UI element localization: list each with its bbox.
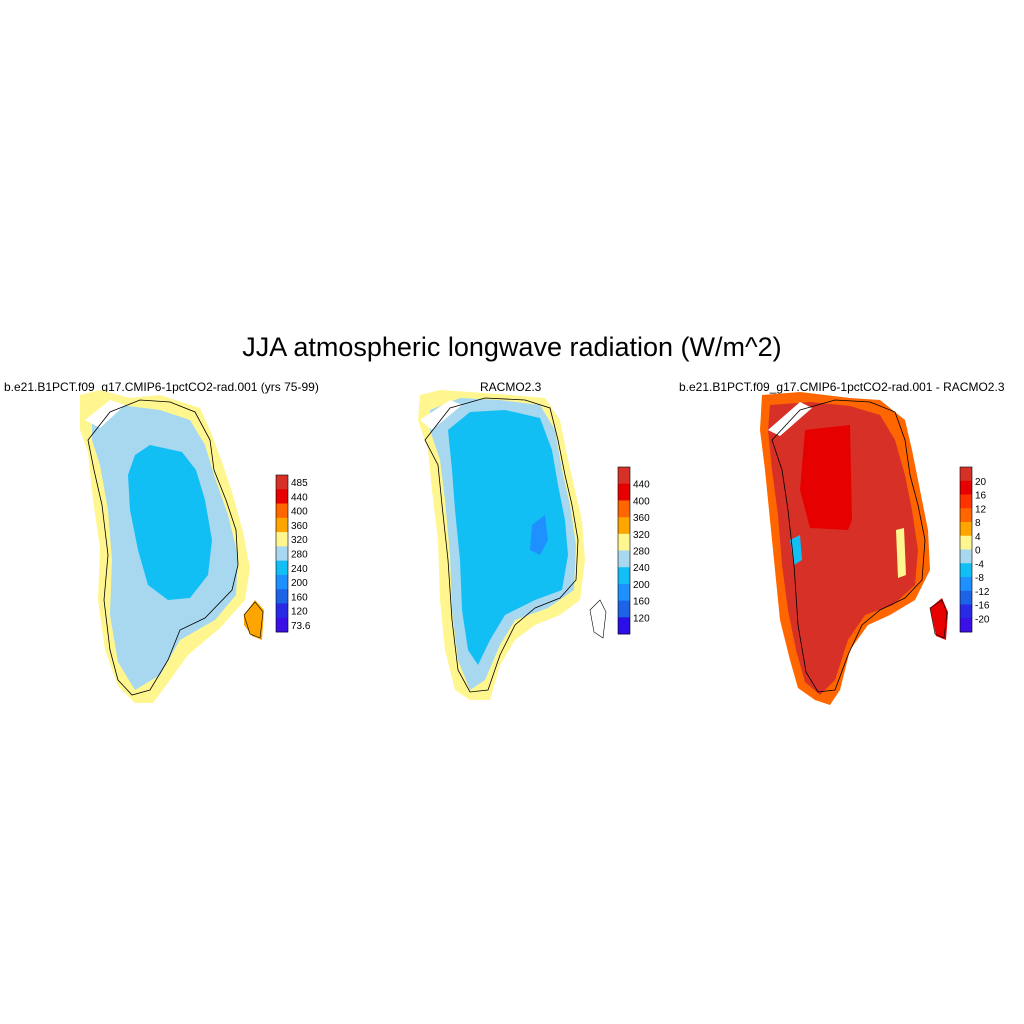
colorbar-swatch — [276, 589, 288, 604]
colorbar-swatch — [618, 600, 630, 618]
colorbar-swatch — [960, 535, 972, 550]
colorbar-swatch — [276, 560, 288, 576]
colorbar-tick-label: 20 — [975, 477, 987, 488]
colorbar-tick-label: 280 — [633, 547, 650, 558]
colorbar-tick-label: 200 — [291, 578, 308, 589]
island-iceland — [930, 598, 948, 640]
colorbar-swatch — [618, 617, 630, 635]
colorbar-tick-label: 4 — [975, 532, 981, 543]
difference-core — [800, 425, 852, 530]
colorbar-swatch — [960, 549, 972, 564]
greenland-map-racmo — [418, 390, 607, 700]
colorbar-tick-label: -12 — [975, 587, 990, 598]
panel-title-racmo: RACMO2.3 — [480, 380, 542, 394]
colorbar-swatch — [960, 467, 972, 482]
colorbar-tick-label: 485 — [291, 478, 308, 489]
colorbar-swatch — [618, 583, 630, 601]
colorbar-tick-label: -20 — [975, 614, 990, 625]
colorbar-tick-label: 280 — [291, 550, 308, 561]
colorbar-swatch — [618, 483, 630, 501]
greenland-map-model — [80, 390, 264, 703]
colorbar-tick-label: 240 — [633, 563, 650, 574]
colorbar-frame — [617, 466, 631, 635]
colorbar-swatch — [276, 603, 288, 619]
island-coast — [929, 599, 948, 639]
colorbar-swatch — [276, 574, 288, 590]
positive-edge-yellow — [896, 528, 906, 578]
ice-sheet-interior — [448, 410, 568, 665]
coastline — [771, 399, 926, 693]
colorbar-swatch — [276, 503, 288, 519]
white-gap — [85, 400, 125, 428]
colorbar-frame — [959, 466, 973, 633]
colorbar-tick-label: 400 — [291, 507, 308, 518]
colorbar-tick-label: 16 — [975, 491, 987, 502]
colorbar-tick-label: 160 — [633, 597, 650, 608]
colorbar-tick-label: 8 — [975, 518, 981, 529]
colorbar-swatch — [960, 604, 972, 619]
figure-title: JJA atmospheric longwave radiation (W/m^… — [242, 332, 782, 362]
colorbar-tick-label: 73.6 — [291, 621, 311, 632]
colorbar-swatch — [960, 590, 972, 605]
colorbar-tick-label: 360 — [633, 513, 650, 524]
island-iceland — [244, 600, 264, 640]
colorbar-tick-label: 320 — [633, 530, 650, 541]
colorbar-swatch — [276, 517, 288, 533]
ice-sheet-interior — [128, 445, 212, 600]
colorbar-tick-label: 120 — [633, 613, 650, 624]
colorbar-tick-label: 360 — [291, 521, 308, 532]
colorbar-swatch — [618, 550, 630, 568]
colorbar-swatch — [618, 467, 630, 485]
colorbar-tick-label: 120 — [291, 607, 308, 618]
colorbar-swatch — [960, 577, 972, 592]
colorbar-tick-label: 240 — [291, 564, 308, 575]
colorbar-swatch — [960, 494, 972, 509]
white-gap — [768, 402, 812, 436]
colorbar-tick-label: -8 — [975, 573, 984, 584]
coastline — [87, 399, 239, 696]
greenland-map-difference — [760, 392, 948, 705]
colorbar-tick-label: 0 — [975, 546, 981, 557]
colorbar-frame — [275, 474, 289, 633]
colorbar-swatch — [960, 480, 972, 495]
colorbar-swatch — [960, 563, 972, 578]
island-coast — [243, 601, 264, 639]
colorbar-swatch — [618, 517, 630, 535]
colorbar-swatch — [276, 617, 288, 633]
colorbar-swatch — [276, 489, 288, 504]
colorbar-tick-label: 400 — [633, 496, 650, 507]
colorbar-swatch — [618, 567, 630, 585]
colorbar-swatch — [960, 522, 972, 537]
colorbar-model: 485 440 400 360 320 280 240 200 160 120 73.6 — [275, 474, 311, 633]
colorbar-swatch — [276, 475, 288, 490]
colorbar-swatch — [618, 500, 630, 518]
colorbar-tick-label: 440 — [291, 492, 308, 503]
colorbar-tick-label: 320 — [291, 535, 308, 546]
colorbar-swatch — [618, 533, 630, 551]
coastline — [424, 397, 579, 693]
panel-title-model: b.e21.B1PCT.f09_g17.CMIP6-1pctCO2-rad.00… — [4, 380, 319, 394]
colorbar-swatch — [960, 618, 972, 633]
colorbar-swatch — [960, 508, 972, 523]
ice-anomaly-patch — [530, 515, 548, 555]
colorbar-racmo: 440 400 360 320 280 240 200 160 120 — [617, 466, 650, 635]
colorbar-difference: 20 16 12 8 4 0 -4 -8 -12 -16 -20 — [959, 466, 990, 633]
colorbar-swatch — [276, 546, 288, 562]
colorbar-tick-label: -4 — [975, 559, 984, 570]
island-iceland — [589, 599, 607, 639]
colorbar-swatch — [276, 532, 288, 547]
colorbar-tick-label: 440 — [633, 480, 650, 491]
colorbar-tick-label: 160 — [291, 592, 308, 603]
colorbar-tick-label: 200 — [633, 580, 650, 591]
panel-title-difference: b.e21.B1PCT.f09_g17.CMIP6-1pctCO2-rad.00… — [679, 380, 1005, 394]
colorbar-tick-label: -16 — [975, 601, 990, 612]
colorbar-tick-label: 12 — [975, 504, 987, 515]
